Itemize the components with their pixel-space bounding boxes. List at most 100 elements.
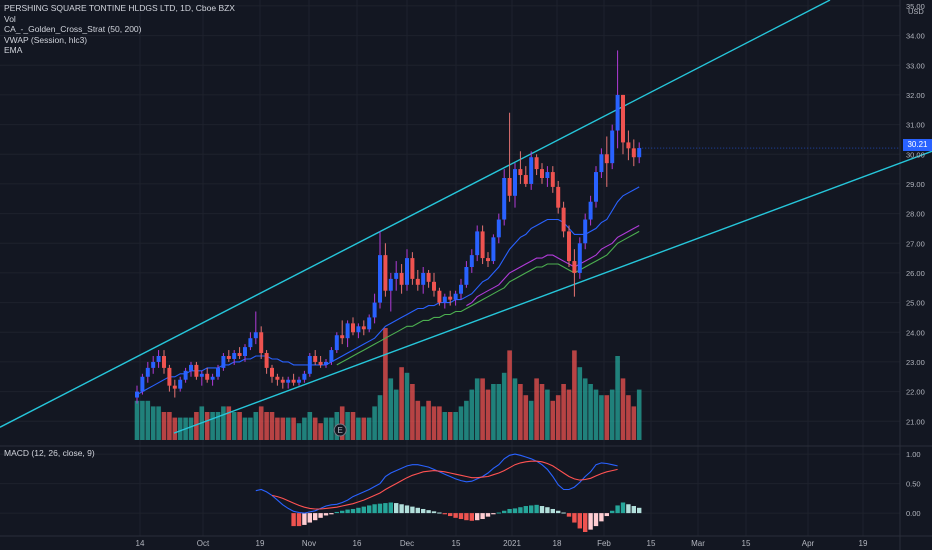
time-tick-label: Dec xyxy=(400,539,414,548)
volume-bar xyxy=(253,412,259,440)
candle-body xyxy=(367,317,372,330)
macd-histogram-bar xyxy=(485,513,491,517)
time-tick-label: 15 xyxy=(647,539,656,548)
candle-body xyxy=(486,258,490,262)
candle-body xyxy=(248,338,253,348)
candle-body xyxy=(210,376,215,380)
candle-body xyxy=(340,335,345,339)
volume-bar xyxy=(496,384,502,440)
price-tick-label: 28.00 xyxy=(906,210,925,219)
macd-histogram-bar xyxy=(539,506,545,514)
candle-body xyxy=(534,157,539,170)
macd-pane xyxy=(255,453,642,532)
legend-vol[interactable]: Vol xyxy=(4,13,16,24)
volume-bar xyxy=(458,406,464,440)
currency-label: USD xyxy=(908,7,924,16)
time-tick-label: Oct xyxy=(197,539,210,548)
volume-bar xyxy=(480,378,485,440)
volume-bar xyxy=(296,423,302,440)
volume-bar xyxy=(442,412,448,440)
volume-bar xyxy=(555,395,561,440)
macd-histogram-bar xyxy=(637,507,642,514)
volume-bar xyxy=(447,412,453,440)
candle-body xyxy=(432,281,436,291)
legend-ema[interactable]: EMA xyxy=(4,45,23,56)
time-tick-label: 15 xyxy=(742,539,751,548)
candle-body xyxy=(151,361,156,368)
volume-bar xyxy=(615,356,620,440)
volume-bar xyxy=(215,412,221,440)
macd-histogram-bar xyxy=(561,512,566,514)
macd-histogram-bar xyxy=(345,509,350,514)
candle-body xyxy=(626,142,631,149)
chart-legend: PERSHING SQUARE TONTINE HLDGS LTD, 1D, C… xyxy=(4,3,235,56)
legend-macd[interactable]: MACD (12, 26, close, 9) xyxy=(4,448,95,458)
volume-bar xyxy=(339,406,345,440)
candle-body xyxy=(205,373,210,380)
candle-body xyxy=(415,278,420,285)
volume-bar xyxy=(275,417,280,440)
volume-bar xyxy=(172,417,178,440)
volume-bar xyxy=(539,384,545,440)
candle-body xyxy=(253,332,258,339)
candle-body xyxy=(421,272,426,285)
legend-symbol[interactable]: PERSHING SQUARE TONTINE HLDGS LTD, 1D, C… xyxy=(4,3,235,13)
price-tick-label: 26.00 xyxy=(906,269,925,278)
earnings-event-icon xyxy=(333,423,347,437)
macd-histogram-bar xyxy=(529,505,534,514)
candle-body xyxy=(189,364,193,371)
macd-tick-label: 0.50 xyxy=(906,480,921,489)
ma-green-line xyxy=(336,230,640,366)
macd-histogram-bar xyxy=(583,513,588,532)
volume-bar xyxy=(361,417,367,440)
macd-histogram-bar xyxy=(550,508,555,514)
candle-body xyxy=(577,243,582,273)
volume-bar xyxy=(620,378,626,440)
macd-histogram-bar xyxy=(502,510,507,514)
candle-body xyxy=(216,367,220,377)
volume-bar xyxy=(485,389,491,440)
volume-bar xyxy=(593,389,599,440)
macd-tick-label: 0.00 xyxy=(906,509,921,518)
legend-vwap[interactable]: VWAP (Session, hlc3) xyxy=(4,34,88,45)
candle-body xyxy=(291,379,296,383)
candle-body xyxy=(529,157,534,184)
legend-strategy[interactable]: CA_-_Golden_Cross_Strat (50, 200) xyxy=(4,24,142,35)
volume-bar xyxy=(491,384,496,440)
candle-body xyxy=(513,169,517,196)
candle-body xyxy=(631,148,636,158)
time-tick-label: Mar xyxy=(691,539,705,548)
candlesticks xyxy=(135,50,900,404)
candle-body xyxy=(156,356,161,362)
candle-body xyxy=(540,169,544,178)
volume-bar xyxy=(464,400,469,440)
candle-body xyxy=(464,267,469,285)
time-tick-label: 19 xyxy=(256,539,265,548)
macd-histogram-bar xyxy=(475,513,480,521)
macd-tick-label: 1.00 xyxy=(906,450,921,459)
moving-averages xyxy=(136,186,640,396)
macd-histogram-bar xyxy=(556,510,561,514)
volume-bar xyxy=(291,417,296,440)
candle-body xyxy=(475,231,480,256)
volume-bar xyxy=(383,328,388,440)
candle-body xyxy=(523,175,528,184)
volume-bar xyxy=(150,406,156,440)
candle-body xyxy=(518,169,523,176)
candle-body xyxy=(615,94,620,131)
candle-body xyxy=(334,335,339,351)
price-tick-label: 34.00 xyxy=(906,32,925,41)
macd-histogram-bar xyxy=(507,508,512,514)
volume-bar xyxy=(237,412,242,440)
candle-body xyxy=(313,356,318,362)
macd-histogram-bar xyxy=(523,506,528,514)
volume-bar xyxy=(410,384,415,440)
candle-body xyxy=(399,272,404,285)
price-tick-label: 31.00 xyxy=(906,121,925,130)
price-tick-label: 27.00 xyxy=(906,239,925,248)
macd-histogram-bar xyxy=(383,503,388,514)
macd-histogram-bar xyxy=(437,512,442,514)
volume-bar xyxy=(550,400,556,440)
volume-bar xyxy=(194,412,199,440)
